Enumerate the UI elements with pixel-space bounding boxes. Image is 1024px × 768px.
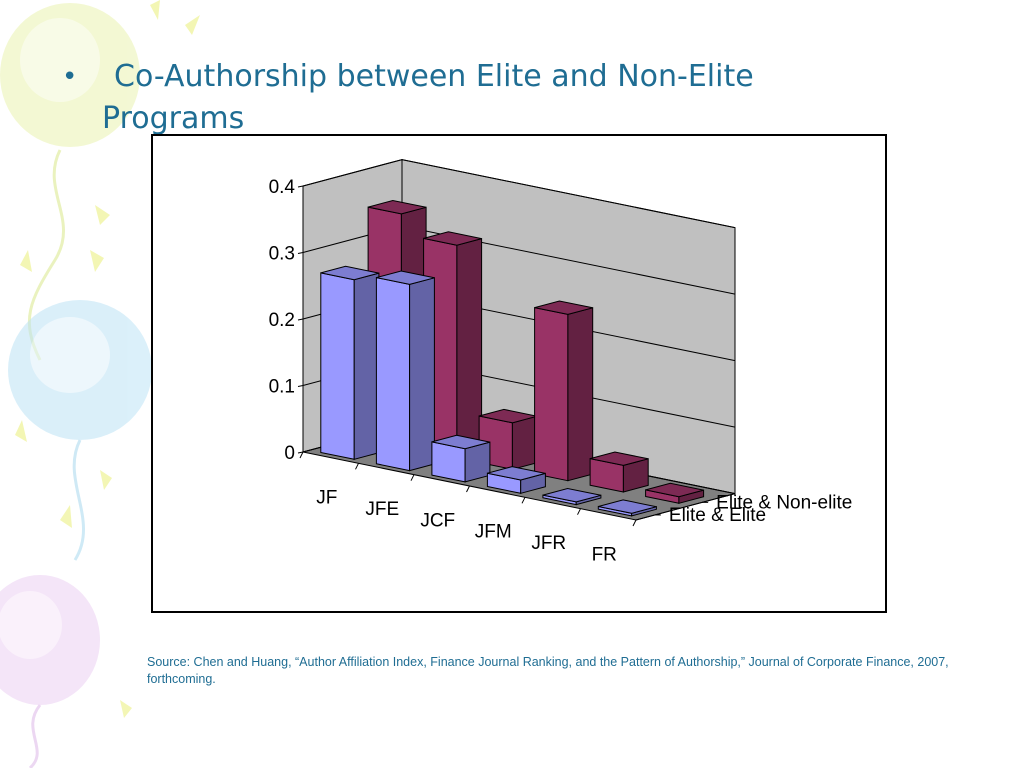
slide-title: • Co-Authorship between Elite and Non-El… <box>62 56 882 140</box>
x-tick-label: JFR <box>531 533 566 554</box>
confetti-icon <box>15 0 200 718</box>
x-tick-mark <box>355 463 359 470</box>
x-tick-label: JF <box>316 488 337 509</box>
bar-top-face <box>487 466 546 481</box>
bar-side-face <box>456 237 483 459</box>
bar-top-face <box>376 270 435 285</box>
bullet-icon: • <box>62 62 78 92</box>
x-tick-label: JCF <box>420 510 455 531</box>
bar-top-face <box>598 499 657 514</box>
gridline <box>302 159 736 229</box>
chart-3d-column: 0 0.1 0.2 0.3 0.4 JF JFE JCF JFM JFR FR Elite & Eli… <box>269 158 852 565</box>
y-tick-label: 0.4 <box>269 177 296 198</box>
bar-top-face <box>431 434 491 450</box>
balloon-blue-icon <box>8 300 152 561</box>
bar-elite-elite-jfr <box>542 487 602 506</box>
bar-elite-elite-jfe <box>375 270 435 472</box>
y-tick-label: 0.3 <box>269 244 295 265</box>
bar-front-face <box>534 306 569 482</box>
y-tick-label: 0 <box>284 443 295 464</box>
bar-elite-non-elite-fr <box>645 482 705 504</box>
x-tick-mark <box>577 508 581 515</box>
y-tick-label: 0.1 <box>269 377 295 398</box>
y-tick-mark <box>297 252 304 254</box>
x-tick-mark <box>299 451 304 459</box>
slide-title-line1: Co-Authorship between Elite and Non-Elit… <box>114 59 754 94</box>
bar-top-face <box>320 265 380 281</box>
bar-front-face <box>375 276 411 472</box>
chart-frame: 0 0.1 0.2 0.3 0.4 JF JFE JCF JFM JFR FR Elite & Eli… <box>151 134 887 613</box>
bar-top-face <box>589 451 649 466</box>
x-tick-mark <box>410 474 415 481</box>
y-tick-label: 0.2 <box>269 310 295 331</box>
x-tick-mark <box>521 497 526 504</box>
bar-top-face <box>534 300 593 315</box>
bar-elite-elite-jfm <box>486 466 546 494</box>
balloon-purple-icon <box>0 575 100 768</box>
y-tick-mark <box>297 385 304 387</box>
bar-front-face <box>320 272 355 460</box>
y-tick-mark <box>297 318 304 321</box>
bar-top-face <box>645 482 704 498</box>
depth-axis <box>635 493 736 521</box>
x-tick-mark <box>466 485 470 493</box>
bar-side-face <box>511 415 538 470</box>
y-tick-mark <box>297 451 304 454</box>
x-tick-label: JFM <box>475 522 512 543</box>
series-label: Elite & Elite <box>669 505 766 526</box>
bar-elite-non-elite-jfm <box>534 300 594 482</box>
x-tick-mark <box>632 519 637 527</box>
series-label: Elite & Non-elite <box>716 492 852 513</box>
source-citation: Source: Chen and Huang, “Author Affiliat… <box>147 655 949 686</box>
bar-top-face <box>367 199 427 215</box>
bar-top-face <box>423 231 482 246</box>
bar-elite-elite-jcf <box>431 434 491 483</box>
y-tick-mark <box>297 185 304 188</box>
x-tick-label: JFE <box>365 499 399 520</box>
balloon-yellow-icon <box>0 3 140 361</box>
slide-title-line2: Programs <box>102 101 245 136</box>
bar-side-face <box>409 277 435 472</box>
bar-elite-non-elite-jfr <box>589 451 649 493</box>
bar-side-face <box>353 272 380 460</box>
bar-elite-elite-jf <box>320 265 380 460</box>
x-tick-label: FR <box>592 544 617 565</box>
bar-top-face <box>542 487 602 503</box>
bar-side-face <box>567 307 594 482</box>
bar-elite-elite-fr <box>597 499 657 517</box>
